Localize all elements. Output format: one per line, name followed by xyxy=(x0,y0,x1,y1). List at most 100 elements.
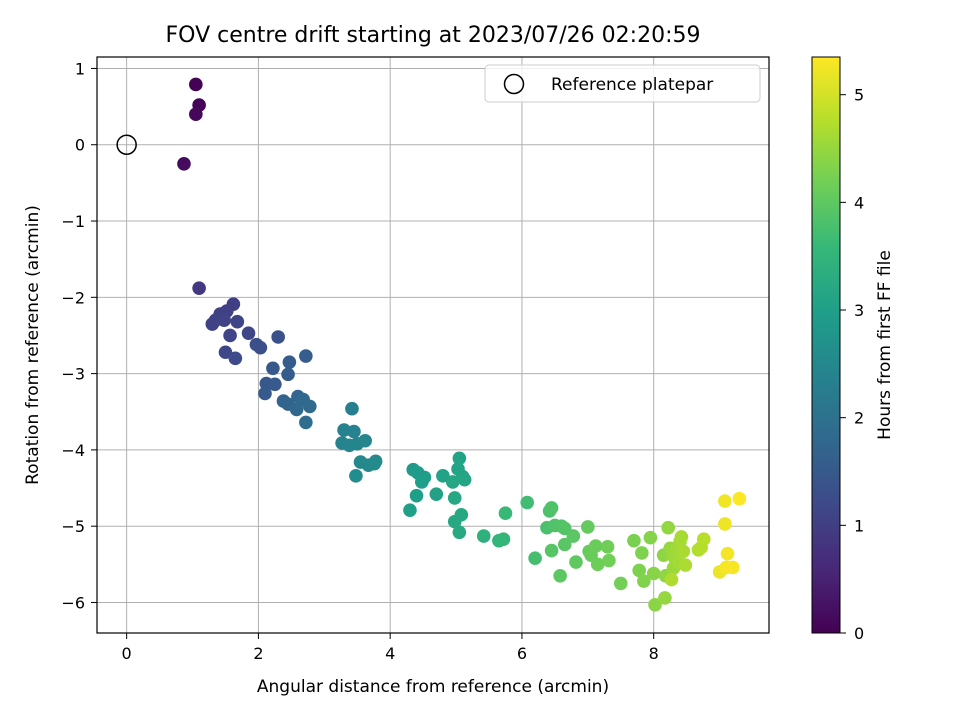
scatter-point xyxy=(664,572,679,587)
scatter-point xyxy=(218,345,233,360)
scatter-point xyxy=(429,487,444,501)
scatter-point xyxy=(189,107,203,122)
scatter-point xyxy=(241,326,256,340)
scatter-point xyxy=(303,399,317,414)
scatter-point xyxy=(282,355,297,369)
scatter-point xyxy=(496,532,511,546)
scatter-point xyxy=(452,451,467,466)
y-tick-label: −5 xyxy=(61,517,85,536)
scatter-point xyxy=(349,469,363,483)
scatter-point xyxy=(648,597,662,612)
scatter-point xyxy=(600,539,615,554)
scatter-point xyxy=(189,77,203,92)
y-tick-label: 0 xyxy=(75,136,85,155)
scatter-point xyxy=(632,563,647,578)
scatter-point xyxy=(544,543,559,558)
scatter-point xyxy=(205,317,220,331)
scatter-point xyxy=(476,529,491,543)
legend: Reference platepar xyxy=(484,64,761,103)
scatter-point xyxy=(457,472,472,487)
scatter-points xyxy=(177,77,747,612)
scatter-point xyxy=(436,469,450,483)
y-tick-label: −1 xyxy=(61,212,85,231)
x-axis-label: Angular distance from reference (arcmin) xyxy=(257,677,609,697)
reference-platepar-marker xyxy=(116,134,137,155)
scatter-point xyxy=(268,377,282,392)
scatter-point xyxy=(676,544,691,559)
scatter-point xyxy=(544,501,559,515)
scatter-point xyxy=(553,568,567,583)
scatter-point xyxy=(520,495,535,510)
scatter-point xyxy=(258,386,272,401)
scatter-point xyxy=(289,402,304,417)
scatter-point xyxy=(228,351,243,366)
scatter-point xyxy=(271,330,285,344)
scatter-point xyxy=(643,530,658,545)
scatter-point xyxy=(720,546,735,561)
scatter-point xyxy=(452,525,467,540)
x-tick-label: 0 xyxy=(122,644,132,663)
scatter-point xyxy=(635,546,649,560)
scatter-point xyxy=(409,488,424,503)
scatter-point xyxy=(299,415,313,430)
scatter-point xyxy=(447,514,462,529)
scatter-point xyxy=(223,328,237,343)
scatter-point xyxy=(528,551,542,566)
colorbar-tick-label: 3 xyxy=(854,301,864,320)
scatter-point xyxy=(281,367,295,382)
chart-title: FOV centre drift starting at 2023/07/26 … xyxy=(166,23,701,48)
colorbar xyxy=(811,56,841,634)
scatter-point xyxy=(253,340,268,355)
scatter-point xyxy=(358,433,372,448)
scatter-point xyxy=(217,313,231,328)
scatter-point xyxy=(718,517,732,531)
scatter-point xyxy=(581,520,595,534)
scatter-point xyxy=(674,530,689,544)
scatter-point xyxy=(678,558,693,572)
scatter-point xyxy=(658,591,672,605)
scatter-point xyxy=(646,566,661,581)
scatter-point xyxy=(368,454,383,469)
scatter-point xyxy=(415,475,429,489)
scatter-point xyxy=(718,494,732,508)
scatter-point xyxy=(557,537,572,552)
scatter-point xyxy=(696,532,711,546)
scatter-point xyxy=(445,475,460,489)
y-tick-label: −4 xyxy=(61,441,85,460)
scatter-point xyxy=(613,576,628,591)
y-axis-label: Rotation from reference (arcmin) xyxy=(23,205,43,485)
scatter-point xyxy=(266,361,280,376)
scatter-point xyxy=(732,491,747,506)
colorbar-tick-label: 1 xyxy=(854,516,864,535)
colorbar-tick-label: 2 xyxy=(854,409,864,428)
x-tick-label: 6 xyxy=(517,644,527,663)
legend-entry-reference: Reference platepar xyxy=(551,75,713,95)
legend-reference-marker xyxy=(503,73,525,95)
scatter-point xyxy=(447,491,462,505)
scatter-point xyxy=(403,503,417,517)
scatter-point xyxy=(498,506,513,521)
scatter-point xyxy=(230,314,245,329)
y-tick-label: −2 xyxy=(61,288,85,307)
scatter-point xyxy=(192,281,206,295)
reference-marker-layer xyxy=(116,134,137,155)
x-tick-label: 2 xyxy=(253,644,263,663)
colorbar-tick-label: 5 xyxy=(854,86,864,105)
y-axis-ticks: 1 0 −1 −2 −3 −4 −5 −6 xyxy=(61,59,97,612)
colorbar-label: Hours from first FF file xyxy=(875,250,895,440)
colorbar-tick-label: 0 xyxy=(854,624,864,643)
scatter-point xyxy=(590,557,605,572)
scatter-point xyxy=(569,555,583,569)
scatter-point xyxy=(602,553,616,568)
colorbar-tick-label: 4 xyxy=(854,193,864,212)
x-tick-label: 4 xyxy=(385,644,395,663)
y-tick-label: −6 xyxy=(61,593,85,612)
scatter-point xyxy=(661,520,675,535)
scatter-point xyxy=(347,424,361,439)
scatter-point xyxy=(725,560,740,575)
colorbar-ticks: 0 1 2 3 4 5 xyxy=(840,86,864,643)
scatter-point xyxy=(637,574,651,588)
y-tick-label: −3 xyxy=(61,365,85,384)
